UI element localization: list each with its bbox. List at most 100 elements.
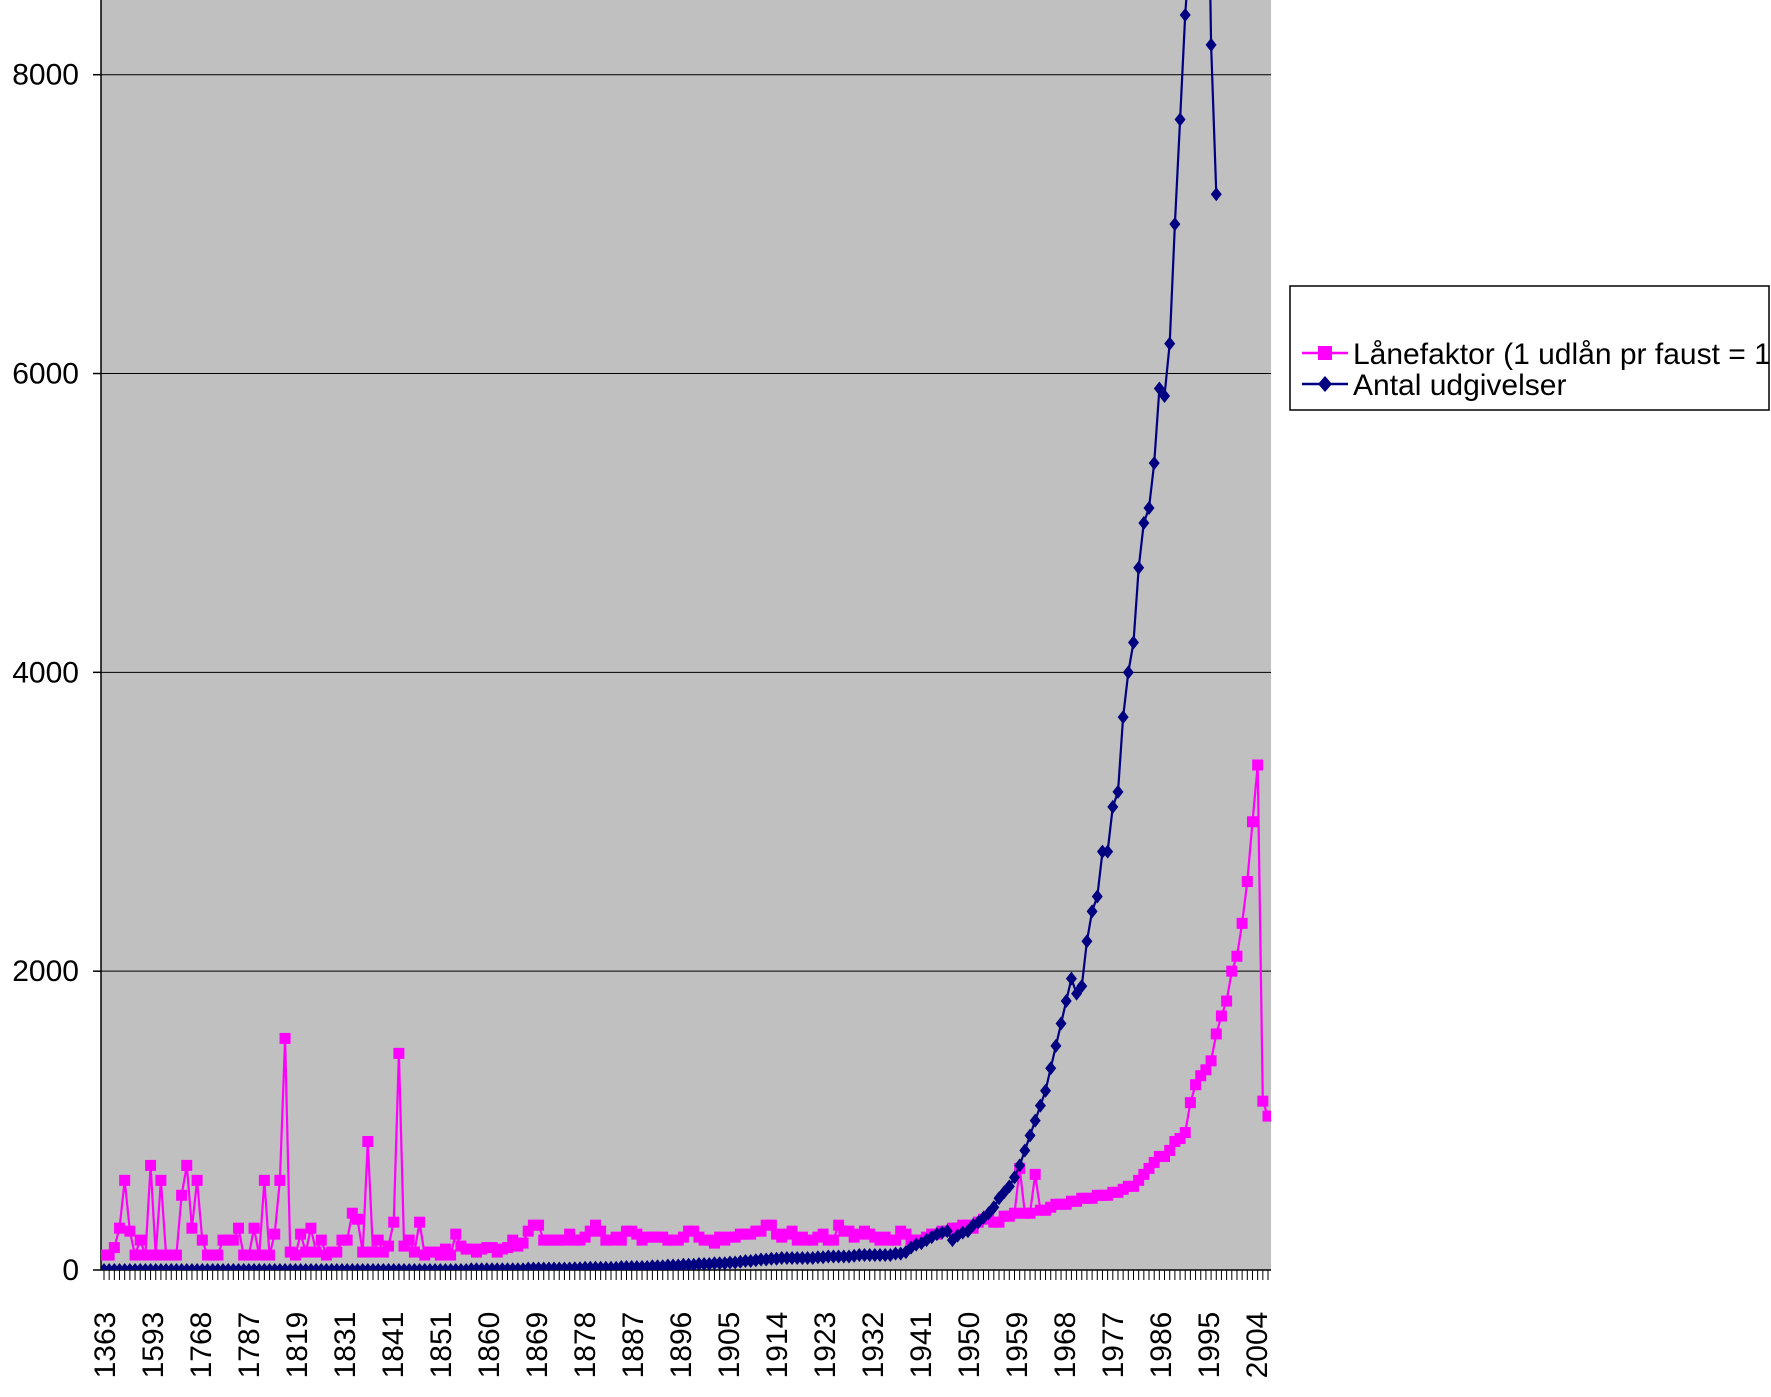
- data-point: [755, 1225, 767, 1237]
- legend-label-series-1: Lånefaktor (1 udlån pr faust = 100: [1353, 338, 1771, 371]
- data-point: [186, 1222, 198, 1234]
- x-tick-label: 1914: [761, 1312, 794, 1379]
- data-point: [408, 1246, 420, 1258]
- data-point: [108, 1242, 120, 1254]
- data-point: [357, 1246, 369, 1258]
- data-point: [688, 1225, 700, 1237]
- data-point: [1081, 934, 1093, 949]
- data-point: [274, 1174, 286, 1186]
- data-point: [196, 1234, 208, 1246]
- data-point: [300, 1246, 312, 1258]
- x-axis: 1363 1593 1768 1787 1819 1831 1841 1851 1860 1869…: [89, 1269, 1274, 1379]
- data-point: [212, 1249, 224, 1261]
- data-point: [295, 1228, 307, 1240]
- x-tick-label: 1896: [665, 1312, 698, 1379]
- y-axis: 0 2000 4000 6000 8000: [12, 0, 102, 1287]
- data-point: [372, 1234, 384, 1246]
- data-point: [677, 1231, 689, 1243]
- data-point: [124, 1225, 136, 1237]
- data-point: [341, 1234, 353, 1246]
- data-point: [589, 1219, 601, 1231]
- data-point: [1060, 994, 1072, 1009]
- data-point: [1071, 986, 1083, 1001]
- data-point: [248, 1222, 260, 1234]
- x-tick-label: 1831: [329, 1312, 362, 1379]
- data-point: [1210, 1028, 1222, 1040]
- data-point: [289, 1249, 301, 1261]
- data-point: [941, 1224, 953, 1239]
- data-point: [1143, 1162, 1155, 1174]
- data-point: [1127, 635, 1139, 650]
- data-point: [595, 1225, 607, 1237]
- data-point: [1024, 1128, 1036, 1143]
- data-point: [1102, 844, 1114, 859]
- data-point: [403, 1234, 415, 1246]
- data-point: [227, 1234, 239, 1246]
- data-point: [1174, 112, 1186, 127]
- data-point: [1045, 1061, 1057, 1076]
- data-point: [1215, 1010, 1227, 1022]
- data-point: [786, 1225, 798, 1237]
- data-point: [817, 1228, 829, 1240]
- data-point: [1252, 759, 1264, 771]
- data-point: [134, 1234, 146, 1246]
- data-point: [1179, 1127, 1191, 1139]
- data-point: [1190, 1079, 1202, 1091]
- data-point: [191, 1174, 203, 1186]
- data-point: [993, 1216, 1005, 1228]
- x-tick-label: 1995: [1193, 1312, 1226, 1379]
- data-point: [383, 1240, 395, 1252]
- data-point: [1184, 1097, 1196, 1109]
- data-point: [145, 1159, 157, 1171]
- y-tick-label: 2000: [12, 955, 79, 988]
- data-point: [1076, 979, 1088, 994]
- data-point: [1034, 1098, 1046, 1113]
- data-point: [439, 1243, 451, 1255]
- data-point: [367, 1246, 379, 1258]
- data-point: [579, 1231, 591, 1243]
- data-point: [507, 1234, 519, 1246]
- data-point: [331, 1246, 343, 1258]
- x-tick-label: 1977: [1097, 1312, 1130, 1379]
- x-tick-label: 1968: [1049, 1312, 1082, 1379]
- data-point: [315, 1234, 327, 1246]
- x-tick-label: 1932: [857, 1312, 890, 1379]
- data-point: [827, 1234, 839, 1246]
- series-layer: [101, 0, 1271, 1270]
- legend: Lånefaktor (1 udlån pr faust = 100 Antal…: [1289, 285, 1771, 411]
- x-tick-label: 1986: [1145, 1312, 1178, 1379]
- data-point: [1065, 971, 1077, 986]
- data-point: [1195, 1070, 1207, 1082]
- data-point: [615, 1234, 627, 1246]
- data-point: [1029, 1168, 1041, 1180]
- data-point: [1159, 1150, 1171, 1162]
- data-point: [181, 1159, 193, 1171]
- data-point: [434, 1249, 446, 1261]
- series-2: [101, 0, 1222, 1270]
- y-tick-label: 8000: [12, 59, 79, 92]
- x-tick-label: 1959: [1001, 1312, 1034, 1379]
- x-tick-label: 1923: [809, 1312, 842, 1379]
- data-point: [362, 1136, 374, 1148]
- data-point: [346, 1207, 358, 1219]
- data-point: [1179, 7, 1191, 22]
- data-point: [155, 1174, 167, 1186]
- x-tick-label: 1768: [185, 1312, 218, 1379]
- data-point: [1019, 1143, 1031, 1158]
- data-point: [445, 1249, 457, 1261]
- data-point: [584, 1225, 596, 1237]
- data-point: [1148, 1156, 1160, 1168]
- data-point: [843, 1225, 855, 1237]
- data-point: [1241, 876, 1253, 888]
- x-tick-label: 1787: [233, 1312, 266, 1379]
- data-point: [170, 1249, 182, 1261]
- data-point: [279, 1032, 291, 1044]
- data-point: [258, 1174, 270, 1186]
- data-point: [558, 1234, 570, 1246]
- data-point: [1040, 1083, 1052, 1098]
- data-point: [388, 1216, 400, 1228]
- gridlines: [101, 74, 1271, 972]
- data-point: [233, 1222, 245, 1234]
- data-point: [1117, 710, 1129, 725]
